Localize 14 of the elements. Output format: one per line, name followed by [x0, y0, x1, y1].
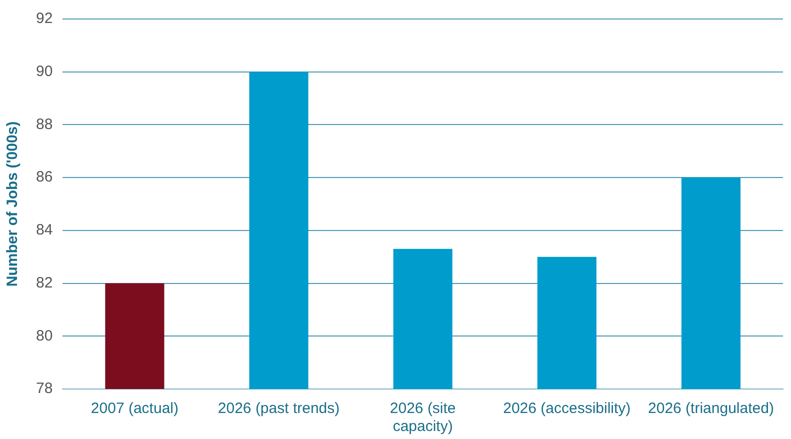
y-tick-label: 80 — [36, 327, 53, 344]
y-tick-label: 88 — [36, 116, 53, 133]
x-tick-label: 2026 (accessibility) — [503, 400, 631, 418]
y-tick-label: 78 — [36, 380, 53, 398]
y-axis-title: Number of Jobs ('000s) — [4, 121, 22, 287]
y-tick-label: 92 — [36, 10, 53, 28]
x-tick-label: 2007 (actual) — [90, 400, 178, 418]
y-tick-label: 86 — [36, 168, 53, 186]
y-tick-label: 84 — [36, 222, 53, 239]
x-tick-label: 2026 (site capacity) — [390, 400, 456, 436]
y-tick-label: 90 — [36, 63, 53, 80]
y-tick-label: 82 — [36, 274, 53, 292]
x-tick-label: 2026 (past trends) — [218, 400, 340, 418]
x-tick-label: 2026 (triangulated) — [648, 400, 774, 418]
